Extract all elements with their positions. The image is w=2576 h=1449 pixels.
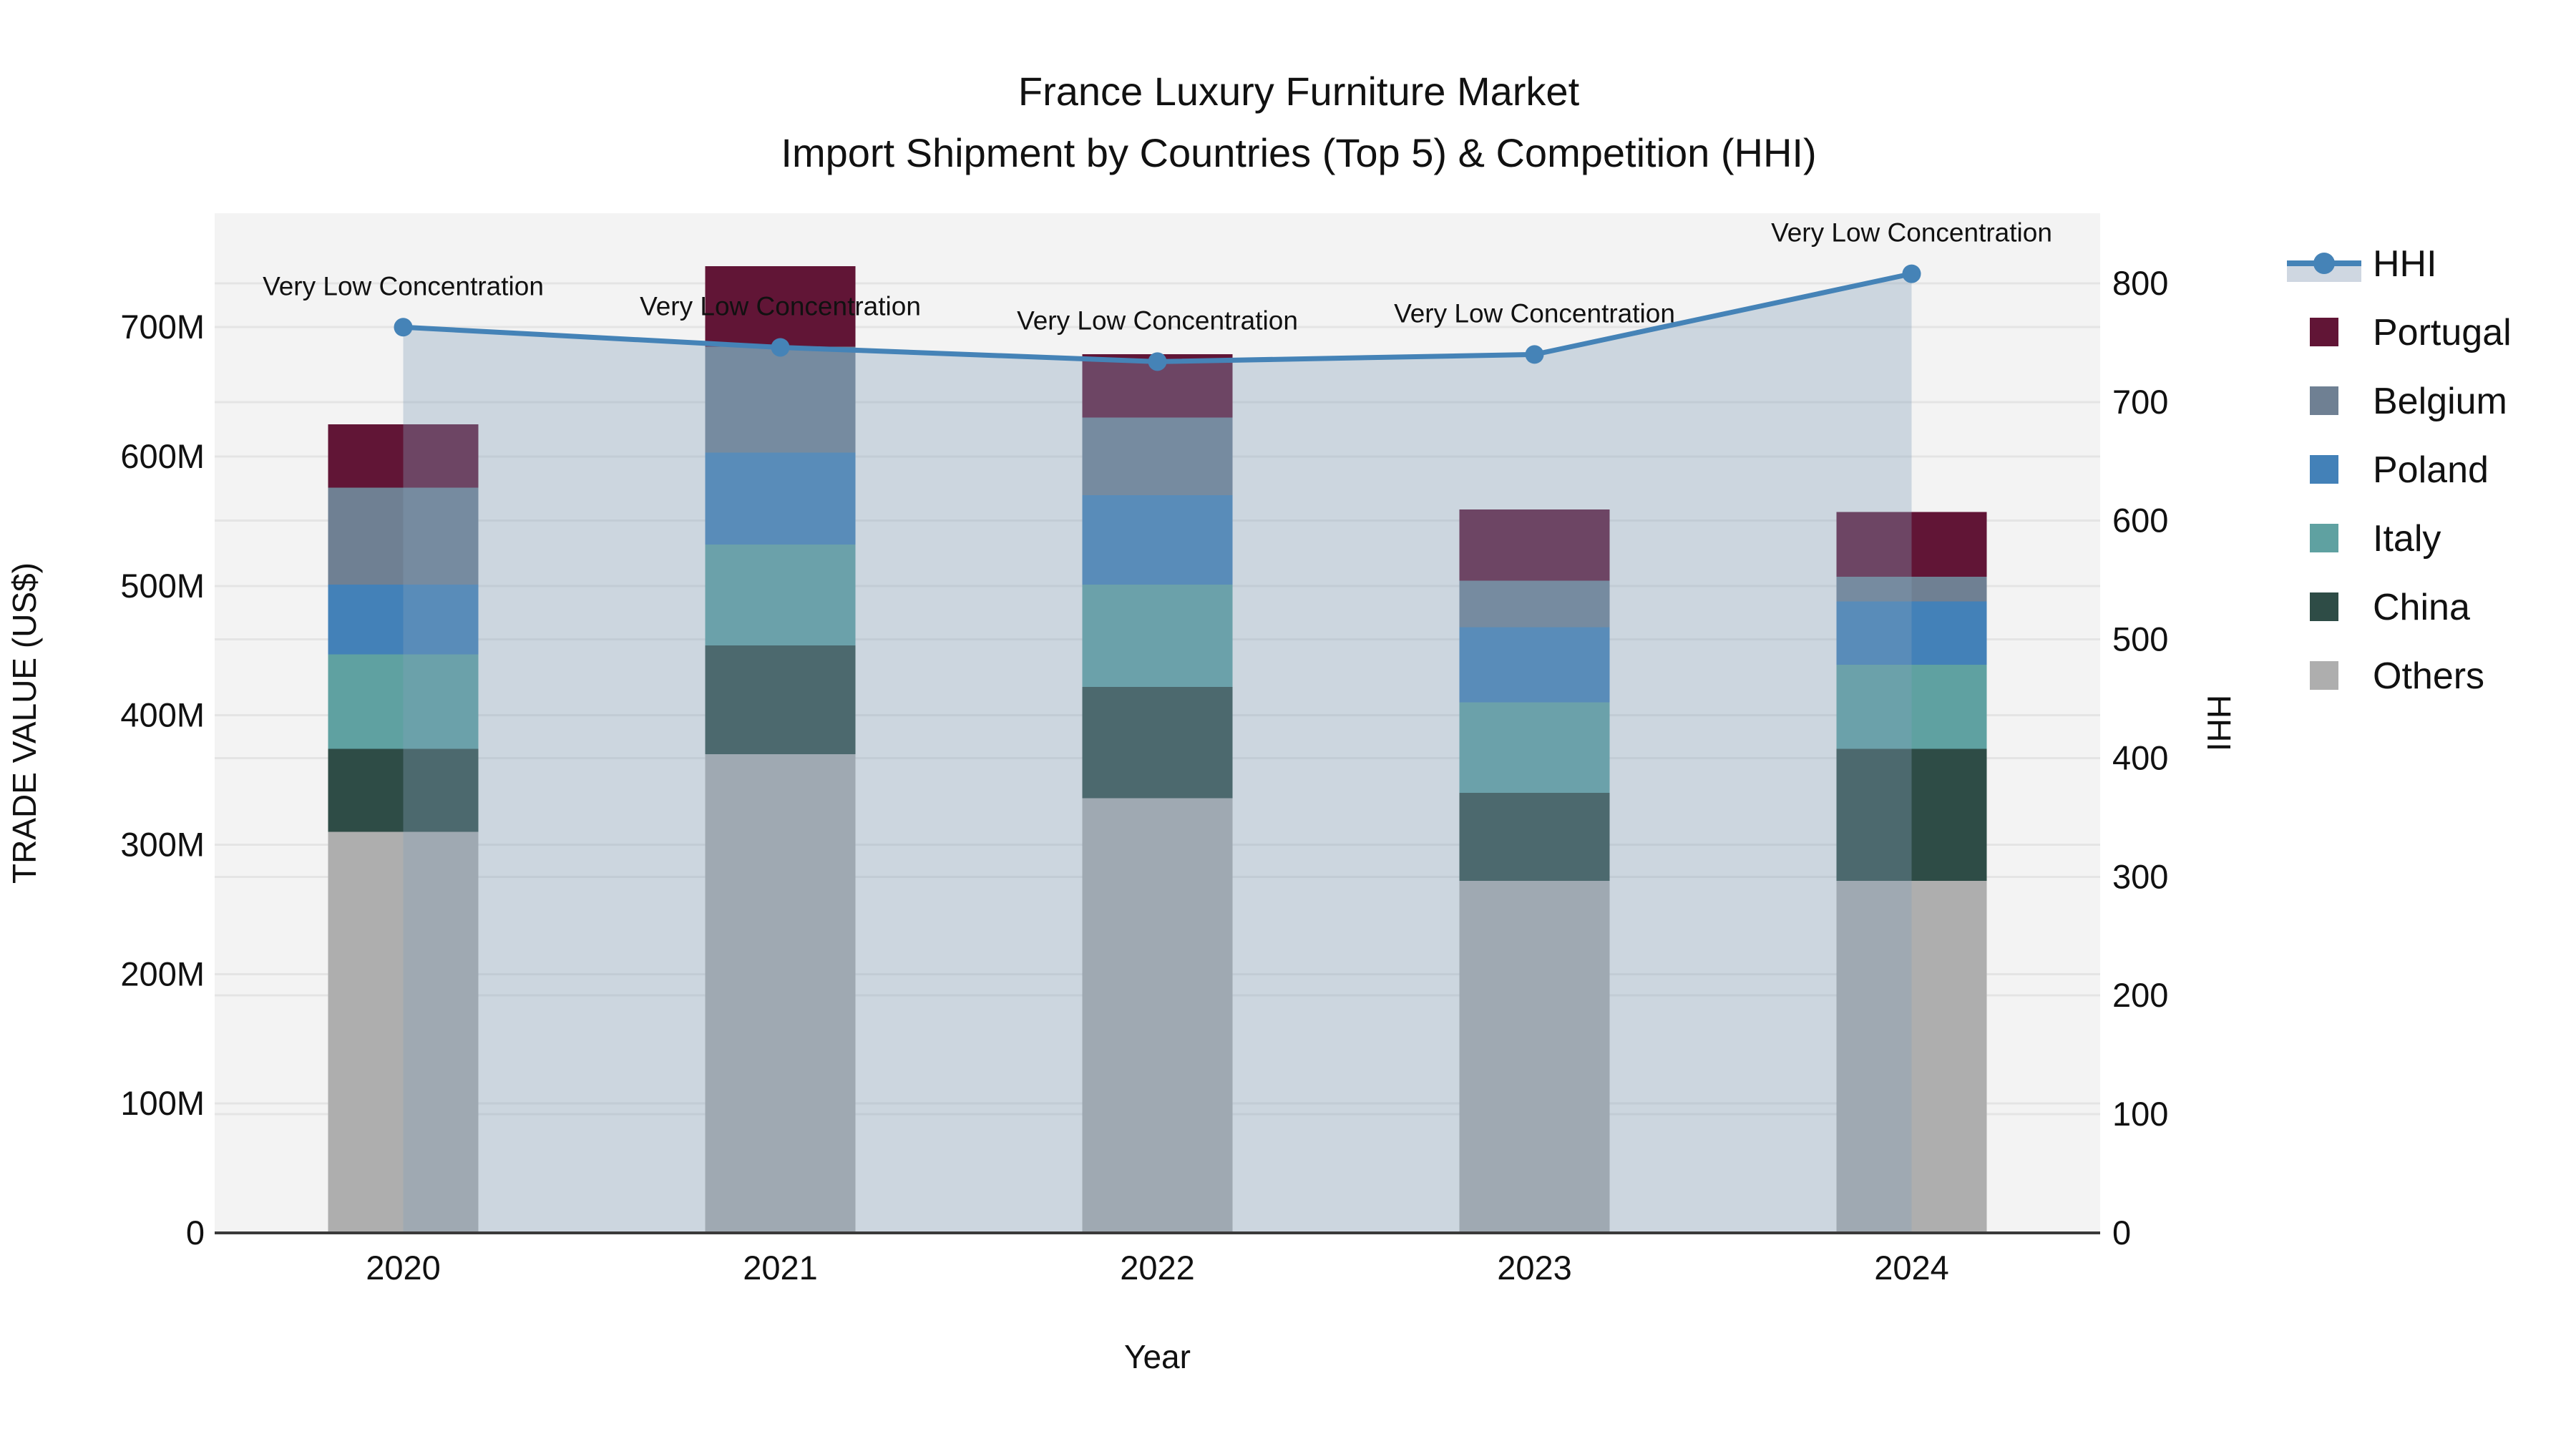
y-tick-label: 200M [120, 955, 205, 992]
x-tick-label-2020: 2020 [366, 1249, 441, 1287]
y2-tick-label: 200 [2112, 976, 2168, 1014]
annotation-2021: Very Low Concentration [640, 291, 921, 321]
legend-item-italy[interactable] [2310, 524, 2338, 552]
y-tick-label: 0 [186, 1214, 205, 1252]
bar-segment-2020-belgium[interactable] [328, 487, 479, 585]
bar-segment-2022-china[interactable] [1082, 686, 1233, 799]
bar-segment-2020-italy[interactable] [328, 654, 479, 749]
y2-tick-label: 600 [2112, 502, 2168, 540]
legend-item-portugal[interactable] [2310, 318, 2338, 346]
bar-segment-2020-others[interactable] [328, 831, 479, 1233]
chart-title-line2: Import Shipment by Countries (Top 5) & C… [781, 130, 1817, 175]
y-axis-title: TRADE VALUE (US$) [6, 562, 43, 884]
annotation-2022: Very Low Concentration [1017, 306, 1298, 335]
y-tick-label: 500M [120, 567, 205, 605]
hhi-marker-2024[interactable] [1902, 264, 1921, 283]
annotation-2020: Very Low Concentration [263, 271, 544, 301]
x-tick-label-2021: 2021 [743, 1249, 818, 1287]
bar-segment-2021-others[interactable] [705, 753, 856, 1233]
hhi-marker-2022[interactable] [1148, 352, 1167, 371]
bar-segment-2024-others[interactable] [1836, 881, 1987, 1233]
annotation-2024: Very Low Concentration [1771, 218, 2052, 248]
bar-segment-2020-portugal[interactable] [328, 424, 479, 488]
bar-segment-2023-italy[interactable] [1459, 702, 1610, 794]
legend-swatch-others [2310, 661, 2338, 690]
bar-segment-2024-portugal[interactable] [1836, 512, 1987, 577]
bar-segment-2022-italy[interactable] [1082, 585, 1233, 687]
y2-tick-label: 800 [2112, 264, 2168, 302]
bar-segment-2021-belgium[interactable] [705, 346, 856, 453]
legend-label-hhi: HHI [2373, 243, 2437, 285]
legend-item-belgium[interactable] [2310, 386, 2338, 415]
x-tick-label-2023: 2023 [1497, 1249, 1572, 1287]
y2-axis-title: HHI [2200, 695, 2238, 751]
y2-tick-label: 500 [2112, 620, 2168, 658]
y-tick-label: 100M [120, 1084, 205, 1122]
legend-item-poland[interactable] [2310, 455, 2338, 484]
y-tick-label: 300M [120, 825, 205, 863]
hhi-marker-2023[interactable] [1525, 345, 1544, 364]
legend-swatch-china [2310, 592, 2338, 621]
bar-segment-2024-italy[interactable] [1836, 665, 1987, 749]
bar-segment-2024-belgium[interactable] [1836, 577, 1987, 602]
legend-label-others: Others [2373, 655, 2484, 697]
bar-segment-2021-portugal[interactable] [705, 266, 856, 347]
legend-swatch-portugal [2310, 318, 2338, 346]
y2-tick-label: 400 [2112, 738, 2168, 776]
legend [2287, 253, 2361, 690]
y2-tick-label: 700 [2112, 383, 2168, 421]
y-tick-label: 600M [120, 437, 205, 475]
legend-item-hhi[interactable] [2287, 253, 2361, 282]
annotation-2023: Very Low Concentration [1394, 298, 1675, 328]
legend-label-poland: Poland [2373, 449, 2489, 491]
y-tick-label: 400M [120, 696, 205, 734]
x-tick-label-2022: 2022 [1120, 1249, 1195, 1287]
legend-label-portugal: Portugal [2373, 312, 2512, 353]
hhi-area-fill [403, 273, 1912, 1233]
legend-item-others[interactable] [2310, 661, 2338, 690]
y2-tick-label: 300 [2112, 857, 2168, 895]
y-tick-label: 700M [120, 308, 205, 346]
legend-hhi-marker-icon [2313, 253, 2335, 274]
bar-segment-2021-italy[interactable] [705, 544, 856, 645]
bar-segment-2024-poland[interactable] [1836, 601, 1987, 665]
chart-title-line1: France Luxury Furniture Market [1018, 69, 1580, 114]
bar-segment-2023-belgium[interactable] [1459, 580, 1610, 628]
legend-label-china: China [2373, 587, 2470, 628]
legend-label-belgium: Belgium [2373, 381, 2507, 422]
legend-swatch-poland [2310, 455, 2338, 484]
legend-label-italy: Italy [2373, 518, 2441, 560]
x-tick-label-2024: 2024 [1874, 1249, 1949, 1287]
bar-segment-2024-china[interactable] [1836, 748, 1987, 882]
legend-swatch-belgium [2310, 386, 2338, 415]
bar-segment-2021-china[interactable] [705, 645, 856, 754]
bar-segment-2023-china[interactable] [1459, 793, 1610, 882]
bar-segment-2020-poland[interactable] [328, 585, 479, 655]
bar-segment-2022-poland[interactable] [1082, 495, 1233, 585]
x-axis-title: Year [1124, 1338, 1191, 1375]
bar-segment-2023-poland[interactable] [1459, 627, 1610, 703]
hhi-marker-2021[interactable] [771, 338, 790, 357]
y2-tick-label: 0 [2112, 1214, 2131, 1252]
legend-item-china[interactable] [2310, 592, 2338, 621]
hhi-marker-2020[interactable] [394, 318, 413, 337]
bar-segment-2022-others[interactable] [1082, 798, 1233, 1233]
legend-swatch-italy [2310, 524, 2338, 552]
y2-tick-label: 100 [2112, 1095, 2168, 1133]
bar-segment-2022-belgium[interactable] [1082, 417, 1233, 496]
bar-segment-2020-china[interactable] [328, 748, 479, 832]
bar-segment-2023-portugal[interactable] [1459, 509, 1610, 581]
bar-segment-2021-poland[interactable] [705, 452, 856, 545]
bar-segment-2023-others[interactable] [1459, 881, 1610, 1233]
